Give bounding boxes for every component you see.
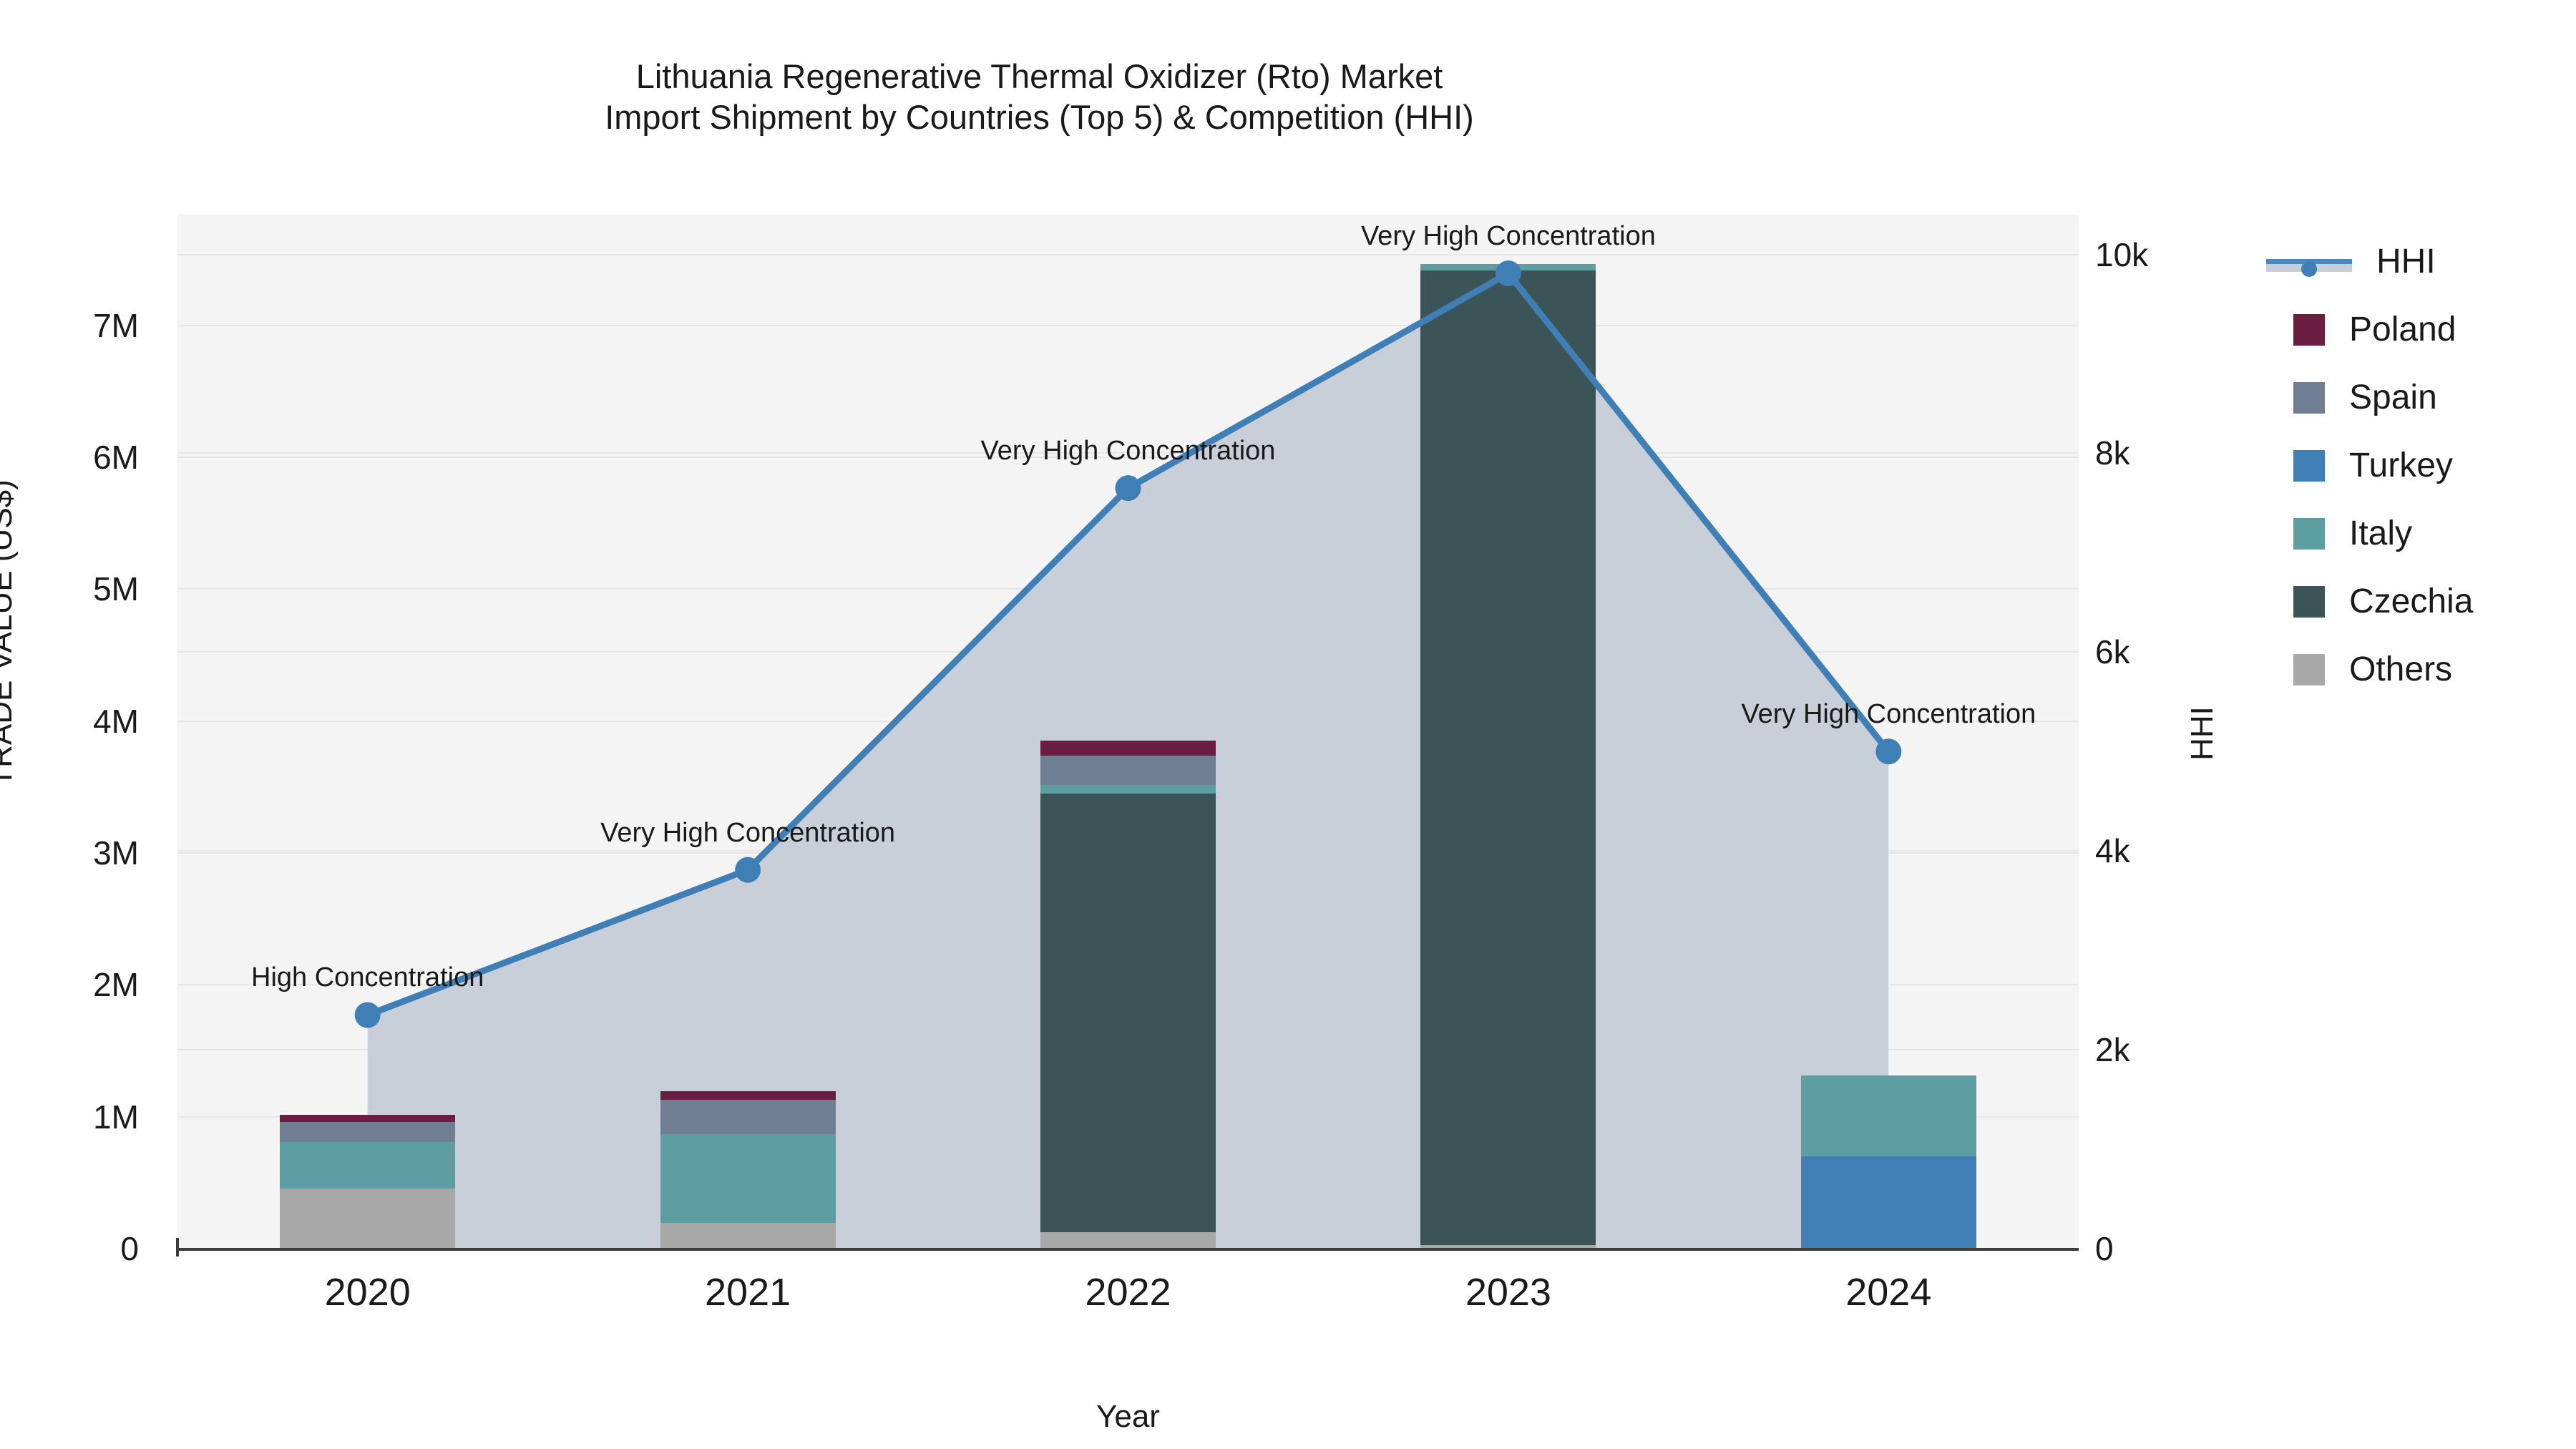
legend-swatch-poland bbox=[2293, 313, 2325, 346]
hhi-line-overlay bbox=[354, 260, 1902, 1028]
annotation-2020: High Concentration bbox=[251, 962, 484, 993]
annotation-2023: Very High Concentration bbox=[1360, 220, 1656, 251]
bar-segment-italy-2020[interactable] bbox=[280, 1141, 456, 1189]
bar-segment-poland-2020[interactable] bbox=[280, 1114, 456, 1123]
x-axis-tick-label-2021: 2021 bbox=[705, 1271, 791, 1314]
bar-segment-others-2023[interactable] bbox=[1420, 1245, 1596, 1249]
chart-title-line-2: Import Shipment by Countries (Top 5) & C… bbox=[605, 98, 1474, 137]
legend-label: Poland bbox=[2349, 310, 2457, 348]
bar-segment-turkey-2024[interactable] bbox=[1800, 1156, 1976, 1249]
hhi-marker-2022[interactable] bbox=[1115, 475, 1141, 502]
legend-swatch-others bbox=[2293, 653, 2325, 686]
chart-title: Lithuania Regenerative Thermal Oxidizer … bbox=[0, 56, 2079, 138]
legend-swatch-spain bbox=[2293, 381, 2325, 414]
x-axis-tick-label-2020: 2020 bbox=[324, 1271, 411, 1314]
y-axis-right-tick-label: 2k bbox=[2095, 1031, 2130, 1069]
x-axis-tick-label-2023: 2023 bbox=[1465, 1271, 1551, 1314]
bar-segment-spain-2021[interactable] bbox=[660, 1100, 836, 1135]
legend-label: Italy bbox=[2349, 514, 2413, 552]
bar-segment-spain-2020[interactable] bbox=[280, 1122, 456, 1142]
bar-segment-others-2021[interactable] bbox=[660, 1223, 836, 1249]
y-axis-left-end-tick bbox=[176, 1238, 179, 1257]
y-axis-right-tick-label: 0 bbox=[2095, 1230, 2114, 1267]
y-axis-right-tick-label: 8k bbox=[2095, 434, 2130, 472]
legend-line-icon bbox=[2266, 246, 2352, 278]
legend-item-czechia[interactable]: Czechia bbox=[2293, 567, 2473, 635]
bar-segment-italy-2021[interactable] bbox=[660, 1134, 836, 1224]
legend-item-turkey[interactable]: Turkey bbox=[2293, 431, 2473, 499]
y-axis-right-tick-label: 4k bbox=[2095, 832, 2130, 870]
bar-segment-poland-2021[interactable] bbox=[660, 1091, 836, 1101]
y-axis-left-tick-label: 7M bbox=[93, 306, 139, 344]
annotation-2021: Very High Concentration bbox=[600, 817, 896, 848]
legend-label: Turkey bbox=[2349, 446, 2453, 484]
hhi-marker-2021[interactable] bbox=[735, 857, 761, 883]
hhi-marker-2024[interactable] bbox=[1875, 738, 1902, 765]
bar-segment-italy-2024[interactable] bbox=[1800, 1075, 1976, 1156]
bar-segment-poland-2022[interactable] bbox=[1040, 741, 1216, 756]
y-axis-right-tick-label: 6k bbox=[2095, 633, 2130, 671]
x-axis-tick-label-2022: 2022 bbox=[1085, 1271, 1171, 1314]
y-axis-left-tick-label: 3M bbox=[93, 834, 139, 872]
legend-item-others[interactable]: Others bbox=[2293, 635, 2473, 703]
legend-marker-dot-icon bbox=[2301, 260, 2317, 277]
x-axis-line bbox=[177, 1248, 2079, 1251]
y-axis-right-tick-label: 10k bbox=[2095, 235, 2149, 273]
gridline-secondary bbox=[177, 253, 2079, 255]
legend-swatch-italy bbox=[2293, 517, 2325, 550]
x-axis-title: Year bbox=[1096, 1399, 1160, 1434]
gridline bbox=[177, 457, 2079, 459]
legend-swatch-turkey bbox=[2293, 449, 2325, 482]
bar-segment-others-2020[interactable] bbox=[280, 1189, 456, 1249]
x-axis-tick-label-2024: 2024 bbox=[1845, 1271, 1932, 1314]
legend-item-poland[interactable]: Poland bbox=[2293, 296, 2473, 364]
legend: HHI Poland Spain Turkey Italy Czechia Others bbox=[2266, 228, 2473, 703]
legend-label: Czechia bbox=[2349, 582, 2474, 620]
y-axis-left-tick-label: 4M bbox=[93, 702, 139, 740]
bar-segment-others-2022[interactable] bbox=[1040, 1231, 1216, 1249]
bar-segment-italy-2022[interactable] bbox=[1040, 785, 1216, 794]
bar-segment-czechia-2022[interactable] bbox=[1040, 794, 1216, 1232]
legend-label: HHI bbox=[2376, 242, 2436, 280]
legend-item-spain[interactable]: Spain bbox=[2293, 364, 2473, 431]
legend-label: Others bbox=[2349, 650, 2453, 688]
y-axis-left-tick-label: 5M bbox=[93, 570, 139, 608]
y-axis-left-tick-label: 2M bbox=[93, 966, 139, 1004]
legend-swatch-czechia bbox=[2293, 585, 2325, 618]
y-axis-left-tick-label: 0 bbox=[120, 1230, 139, 1267]
legend-item-italy[interactable]: Italy bbox=[2293, 499, 2473, 567]
y-axis-left-tick-label: 6M bbox=[93, 439, 139, 477]
gridline bbox=[177, 324, 2079, 326]
annotation-2022: Very High Concentration bbox=[980, 436, 1276, 467]
bar-segment-czechia-2023[interactable] bbox=[1420, 270, 1596, 1246]
bar-segment-spain-2022[interactable] bbox=[1040, 756, 1216, 786]
legend-item-hhi[interactable]: HHI bbox=[2266, 228, 2473, 296]
hhi-marker-2023[interactable] bbox=[1495, 260, 1521, 286]
gridline-secondary bbox=[177, 452, 2079, 454]
hhi-marker-2020[interactable] bbox=[354, 1002, 381, 1028]
plot-area bbox=[177, 215, 2079, 1249]
y-axis-left-title: TRADE VALUE (US$) bbox=[0, 479, 19, 787]
chart-title-line-1: Lithuania Regenerative Thermal Oxidizer … bbox=[635, 57, 1443, 95]
legend-label: Spain bbox=[2349, 378, 2437, 416]
y-axis-left-tick-label: 1M bbox=[93, 1098, 139, 1136]
hhi-line bbox=[364, 270, 1892, 1018]
annotation-2024: Very High Concentration bbox=[1741, 699, 2036, 730]
y-axis-right-title: HHI bbox=[2185, 706, 2220, 761]
